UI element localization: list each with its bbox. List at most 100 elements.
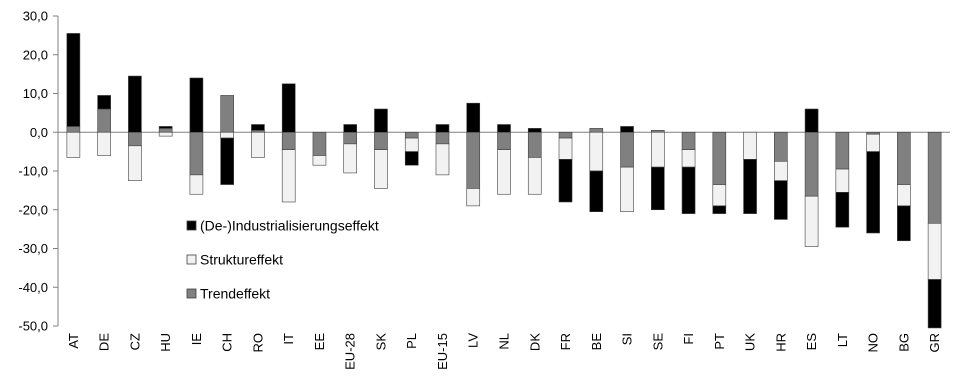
bars [66,33,942,329]
legend: (De-)Industrialisierungseffekt Strukturef… [186,218,379,302]
x-category-label: EE [312,333,327,351]
bar-segment [97,95,111,110]
bar-segment [220,95,234,133]
x-category-label: HR [773,333,788,352]
bar-segment [620,126,634,133]
bar-segment [835,131,850,170]
bar-segment [835,168,850,193]
y-axis: 30,0 20,0 10,0 0,0 -10,0 -20,0 -30,0 -40,0 -50,0 [18,9,950,334]
bar-segment [527,128,542,133]
bar-segment [558,159,573,203]
bar-segment [589,170,604,212]
bar-segment [835,192,850,228]
bar-segment [527,131,542,158]
bar-segment [681,149,696,168]
legend-swatch [186,220,197,231]
bar-segment [281,131,296,150]
bar-segment [374,108,388,133]
y-tick-label: 20,0 [23,47,48,62]
bar-segment [712,131,727,185]
bar-segment [466,102,481,133]
x-category-label: SE [650,333,665,351]
x-category-label: IT [281,333,296,345]
x-category-label: UK [743,333,758,351]
bar-segment [128,145,142,181]
x-category-label: SI [620,333,635,345]
bar-segment [251,131,265,158]
bar-segment [774,161,788,181]
bar-segment [128,75,142,133]
x-category-label: PL [404,333,419,349]
bar-segment [497,124,511,133]
bar-segment [866,133,880,152]
bar-segment [804,131,819,197]
bar-segment [927,279,942,329]
x-category-label: CZ [127,333,142,350]
bar-segment [66,126,81,133]
bar-segment [743,159,757,214]
bar-segment [128,131,142,147]
bar-segment [97,108,111,133]
y-tick-label: -10,0 [18,164,48,179]
bar-segment [650,166,665,211]
bar-segment [466,188,481,207]
bar-segment [97,131,111,156]
bar-segment [897,205,911,242]
x-category-label: FR [558,333,573,350]
x-axis-labels: AT DE CZ HU IE CH RO IT EE EU-28 SK PL EU-15 LV NL DK FR… [66,333,942,370]
bar-segment [66,131,81,158]
y-tick-label: -20,0 [18,202,48,217]
bar-segment [681,166,696,214]
legend-swatch [186,254,197,265]
bar-segment [343,143,358,174]
bar-segment [497,131,511,150]
bar-segment [435,124,450,133]
legend-entry-label: Trendeffekt [200,286,270,302]
bar-segment [804,108,819,133]
bar-segment [558,131,573,139]
bar-segment [220,131,234,139]
x-category-label: ES [804,333,819,351]
x-category-label: IE [189,333,204,346]
bar-segment [189,77,204,133]
bar-segment [558,137,573,160]
bar-segment [220,137,234,185]
bar-segment [589,131,604,172]
x-category-label: BG [896,333,911,352]
bar-segment [804,195,819,247]
x-category-label: EU-15 [435,333,450,370]
bar-segment [189,131,204,176]
x-category-label: FI [681,333,696,345]
bar-segment [435,143,450,176]
bar-segment [435,131,450,145]
bar-segment [404,131,419,139]
x-category-label: DE [97,333,112,351]
bar-segment [374,131,388,150]
bar-segment [589,128,604,133]
bar-segment [927,131,942,224]
bar-segment [404,137,419,152]
bar-segment [281,149,296,203]
bar-segment [774,180,788,220]
x-category-label: HU [158,333,173,352]
bar-segment [158,131,173,137]
bar-segment [374,149,388,189]
x-category-label: PT [712,333,727,350]
bar-segment [527,157,542,195]
bar-segment [312,131,327,156]
x-category-label: GR [927,333,942,353]
y-tick-label: -50,0 [18,319,48,334]
y-tick-label: -30,0 [18,241,48,256]
bar-segment [497,149,511,195]
bar-segment [404,151,419,166]
bar-segment [466,131,481,189]
x-category-label: BE [589,333,604,351]
y-tick-label: -40,0 [18,280,48,295]
x-category-label: CH [220,333,235,352]
bar-segment [343,131,358,145]
x-category-label: NO [866,333,881,353]
x-category-label: LT [835,333,850,347]
bar-segment [897,131,911,185]
bar-segment [343,124,358,133]
